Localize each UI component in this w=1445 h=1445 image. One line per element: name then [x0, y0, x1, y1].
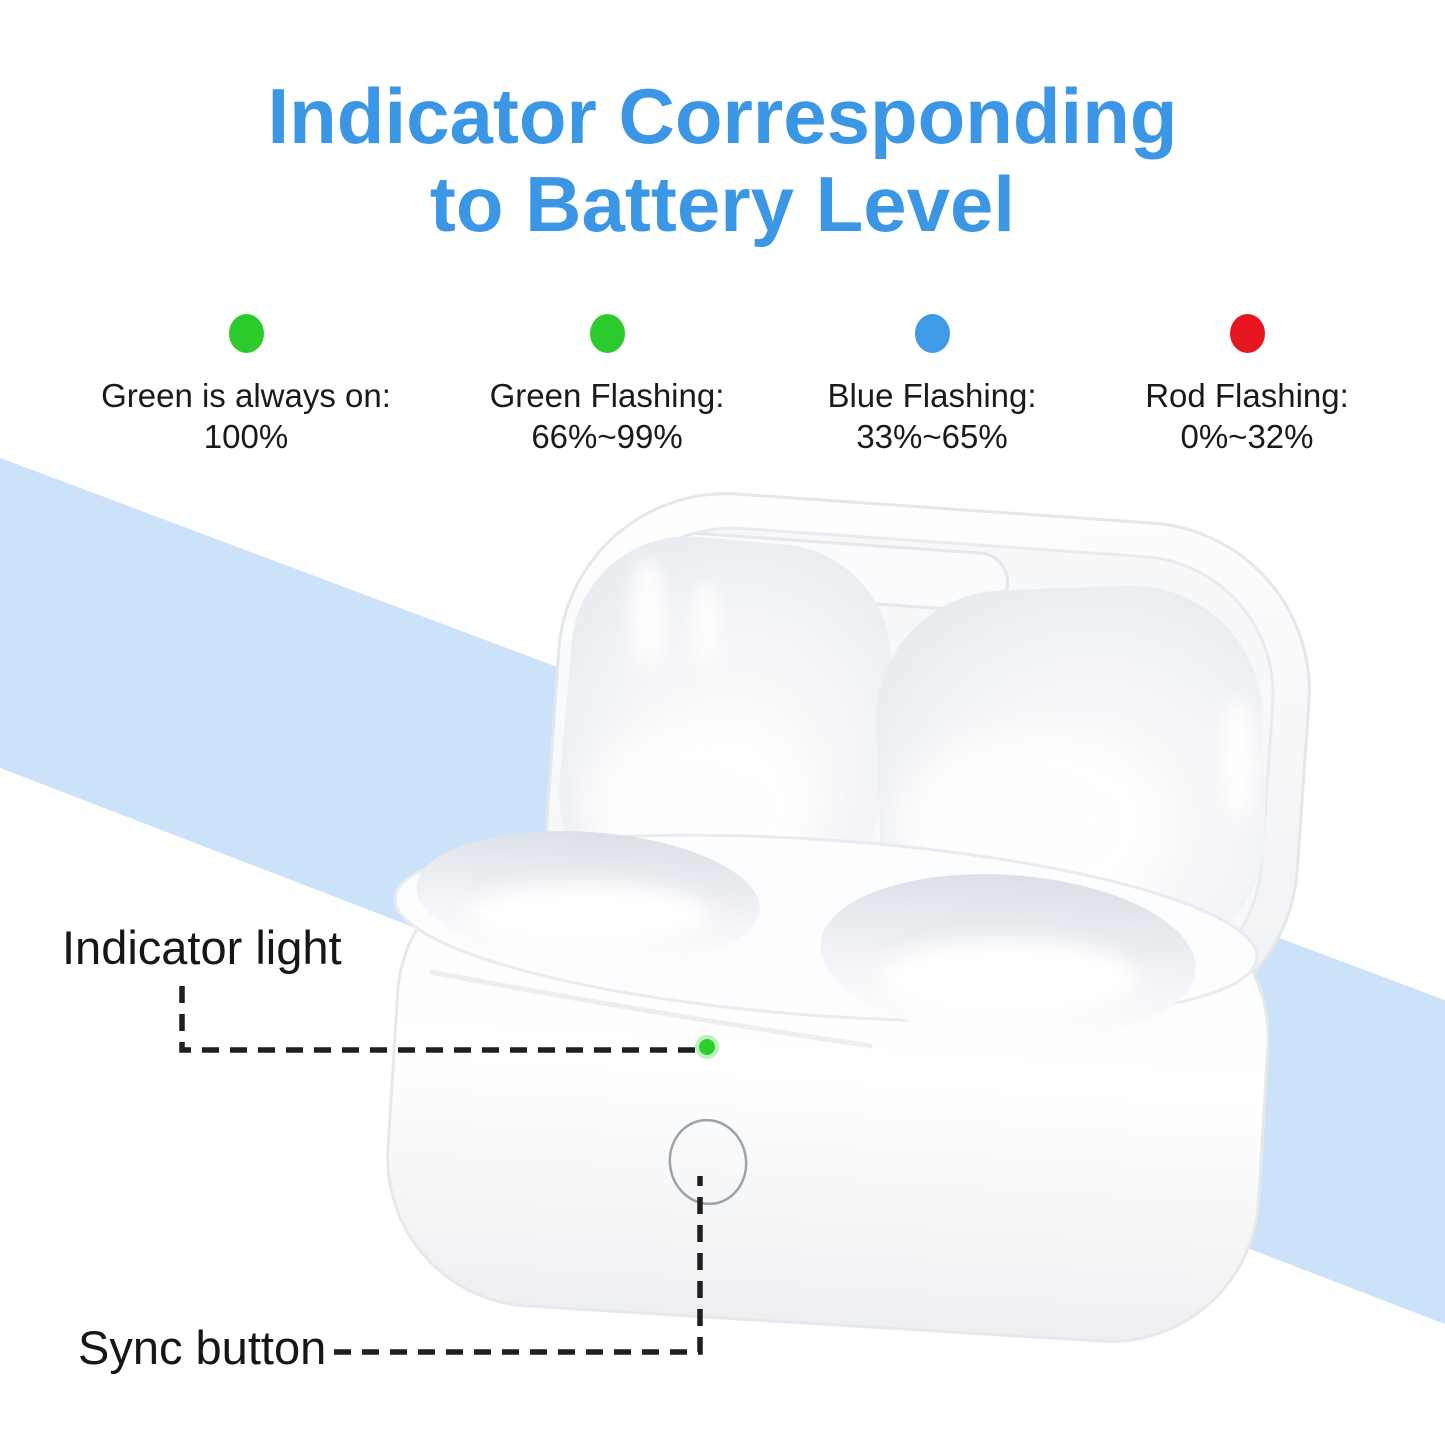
front-seam-line — [429, 969, 873, 1049]
legend-range: 100% — [203, 418, 289, 456]
legend-label: Green Flashing: — [489, 377, 725, 414]
legend-label: Blue Flashing: — [827, 377, 1037, 414]
page-title-line1: Indicator Corresponding — [267, 72, 1178, 160]
highlight — [632, 560, 664, 670]
green-dot-icon — [228, 314, 264, 353]
highlight — [878, 940, 1138, 1020]
legend-item-blue-flashing: Blue Flashing: 33%~65% — [732, 314, 1132, 458]
blue-dot-icon — [914, 314, 950, 353]
page-title-line2: to Battery Level — [429, 160, 1016, 249]
sync-button-circle — [668, 1118, 748, 1206]
legend-item-green-flashing: Green Flashing: 66%~99% — [407, 314, 807, 458]
case-body — [386, 831, 1270, 1343]
sync-button-label: Sync button — [78, 1321, 327, 1374]
legend-range: 33%~65% — [856, 418, 1008, 456]
highlight — [1222, 698, 1254, 822]
red-dot-icon — [1229, 314, 1265, 353]
highlight — [468, 884, 708, 948]
legend-label: Rod Flashing: — [1145, 377, 1349, 414]
indicator-light-label: Indicator light — [62, 921, 342, 974]
page-title: Indicator Corresponding to Battery Level — [0, 72, 1445, 248]
legend-item-red-flashing: Rod Flashing: 0%~32% — [1047, 314, 1445, 458]
legend-item-green-solid: Green is always on: 100% — [46, 314, 446, 458]
highlight — [694, 581, 718, 669]
sync-button-leader-line — [334, 1176, 703, 1355]
green-dot-icon — [589, 314, 625, 353]
indicator-light-leader-line — [179, 986, 696, 1053]
indicator-light-dot — [695, 1035, 719, 1059]
legend-range: 66%~99% — [531, 418, 683, 456]
legend-range: 0%~32% — [1180, 418, 1314, 456]
airpods-case-illustration — [386, 492, 1311, 1343]
leader-lines — [179, 986, 703, 1355]
legend-label: Green is always on: — [101, 377, 391, 414]
